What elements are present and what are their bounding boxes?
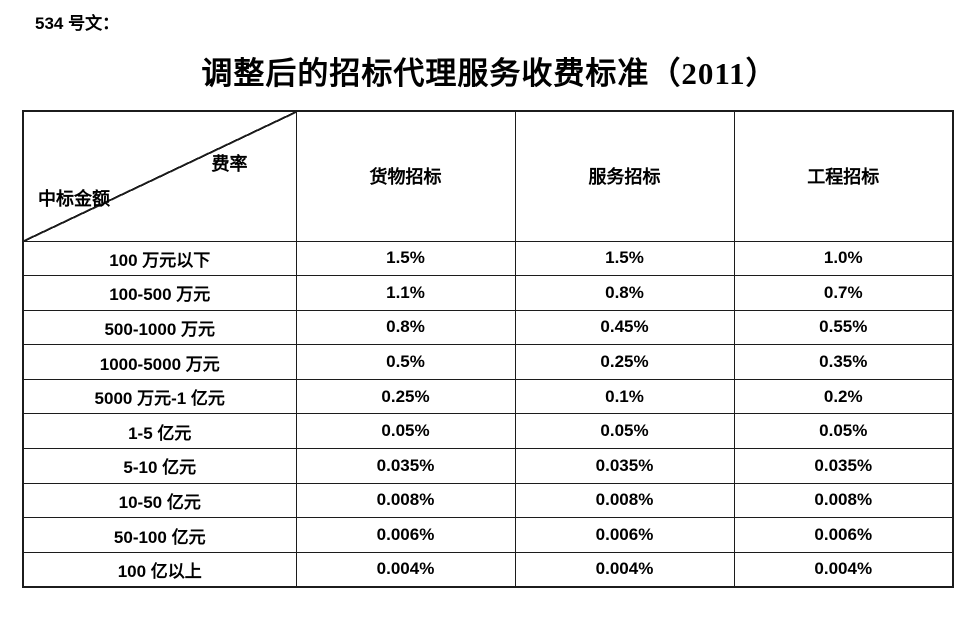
corner-header-cell: 费率 中标金额 — [22, 110, 297, 242]
rate-cell: 0.035% — [733, 448, 954, 484]
rate-cell: 0.035% — [514, 448, 735, 484]
table-row: 50-100 亿元 0.006% 0.006% 0.006% — [22, 517, 954, 553]
rate-cell: 0.8% — [514, 275, 735, 311]
rate-cell: 1.0% — [733, 240, 954, 277]
row-label: 1000-5000 万元 — [22, 344, 297, 380]
table-row: 100-500 万元 1.1% 0.8% 0.7% — [22, 275, 954, 311]
rate-cell: 0.8% — [295, 309, 516, 346]
row-label: 100 万元以下 — [22, 240, 297, 277]
rate-cell: 0.006% — [295, 517, 516, 553]
row-label: 1-5 亿元 — [22, 413, 297, 450]
rate-cell: 0.004% — [295, 551, 516, 588]
rate-cell: 0.25% — [514, 344, 735, 380]
rate-cell: 0.05% — [514, 413, 735, 450]
corner-label-amount: 中标金额 — [38, 188, 110, 209]
table-row: 5-10 亿元 0.035% 0.035% 0.035% — [22, 448, 954, 484]
rate-cell: 0.25% — [295, 378, 516, 415]
corner-label-rate: 费率 — [211, 154, 248, 174]
table-row: 1000-5000 万元 0.5% 0.25% 0.35% — [22, 344, 954, 380]
table-row: 100 亿以上 0.004% 0.004% 0.004% — [22, 551, 954, 588]
table-row: 100 万元以下 1.5% 1.5% 1.0% — [22, 240, 954, 277]
page-title: 调整后的招标代理服务收费标准（2011） — [201, 56, 778, 91]
rate-cell: 0.7% — [733, 275, 954, 311]
rate-cell: 0.05% — [733, 413, 954, 450]
row-label: 50-100 亿元 — [22, 517, 297, 553]
column-header-goods: 货物招标 — [295, 110, 516, 242]
table-row: 5000 万元-1 亿元 0.25% 0.1% 0.2% — [22, 378, 954, 415]
rate-cell: 0.008% — [733, 482, 954, 519]
table-body: 100 万元以下 1.5% 1.5% 1.0% 100-500 万元 1.1% … — [22, 240, 954, 588]
rate-cell: 0.35% — [733, 344, 954, 380]
rate-cell: 0.004% — [733, 551, 954, 588]
table-row: 1-5 亿元 0.05% 0.05% 0.05% — [22, 413, 954, 450]
rate-cell: 0.5% — [295, 344, 516, 380]
rate-cell: 0.05% — [295, 413, 516, 450]
row-label: 10-50 亿元 — [22, 482, 297, 519]
row-label: 100-500 万元 — [22, 275, 297, 311]
doc-number-label: 534 号文： — [35, 14, 120, 33]
fee-table: 费率 中标金额 货物招标 服务招标 工程招标 100 万元以下 1.5% 1.5… — [22, 110, 954, 588]
rate-cell: 1.5% — [514, 240, 735, 277]
rate-cell: 0.006% — [733, 517, 954, 553]
table-header-row: 费率 中标金额 货物招标 服务招标 工程招标 — [22, 110, 954, 242]
column-header-engineering: 工程招标 — [733, 110, 954, 242]
rate-cell: 1.5% — [295, 240, 516, 277]
rate-cell: 0.008% — [295, 482, 516, 519]
row-label: 500-1000 万元 — [22, 309, 297, 346]
row-label: 5-10 亿元 — [22, 448, 297, 484]
rate-cell: 0.2% — [733, 378, 954, 415]
row-label: 100 亿以上 — [22, 551, 297, 588]
table-row: 10-50 亿元 0.008% 0.008% 0.008% — [22, 482, 954, 519]
rate-cell: 0.035% — [295, 448, 516, 484]
rate-cell: 0.006% — [514, 517, 735, 553]
rate-cell: 0.008% — [514, 482, 735, 519]
rate-cell: 0.004% — [514, 551, 735, 588]
rate-cell: 1.1% — [295, 275, 516, 311]
column-header-services: 服务招标 — [514, 110, 735, 242]
rate-cell: 0.1% — [514, 378, 735, 415]
table-row: 500-1000 万元 0.8% 0.45% 0.55% — [22, 309, 954, 346]
rate-cell: 0.45% — [514, 309, 735, 346]
rate-cell: 0.55% — [733, 309, 954, 346]
row-label: 5000 万元-1 亿元 — [22, 378, 297, 415]
